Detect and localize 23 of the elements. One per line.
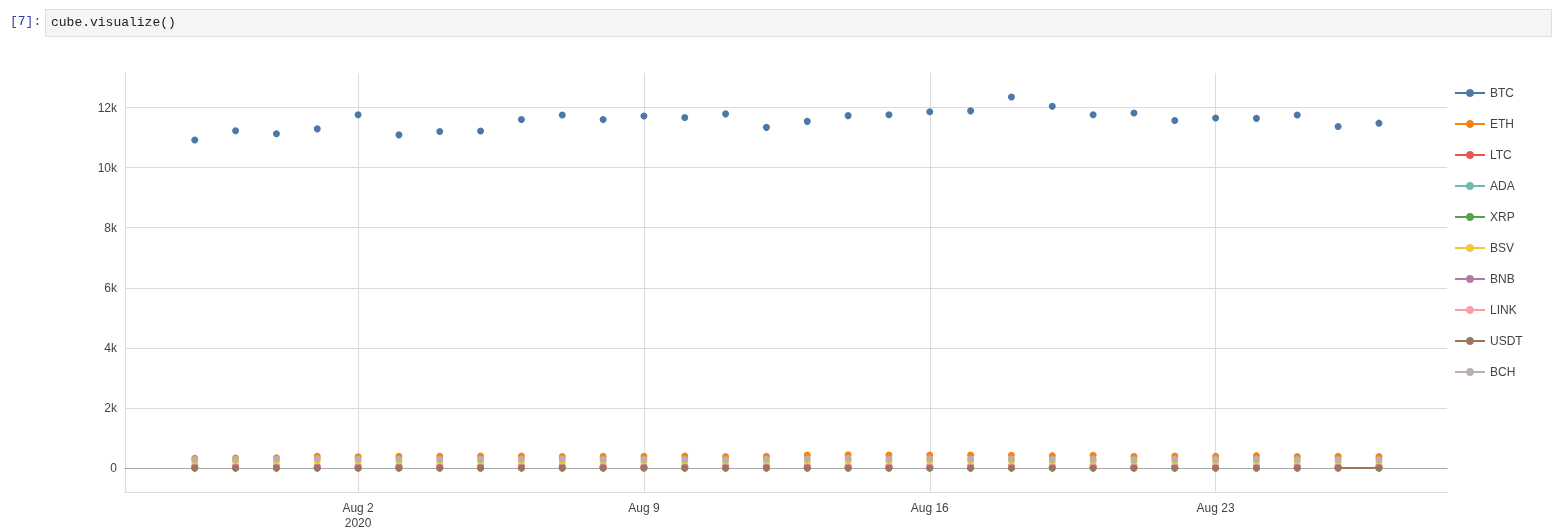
legend-label: USDT (1490, 334, 1524, 348)
y-tick-label: 10k (97, 160, 118, 175)
x-tick-label: Aug 16 (910, 500, 950, 515)
legend-label: BSV (1490, 241, 1515, 255)
legend-label: ETH (1490, 117, 1514, 131)
code-cell: cube.visualize() (45, 9, 1552, 37)
y-tick-label: 8k (104, 220, 118, 235)
text: [7]: (10, 13, 42, 31)
legend-label: BCH (1490, 365, 1516, 379)
y-tick-label: 4k (104, 340, 118, 355)
legend-label: BNB (1490, 272, 1515, 286)
legend-label: XRP (1490, 210, 1515, 224)
y-tick-label: 12k (97, 100, 118, 115)
x-tick-label: Aug 2 2020 (342, 500, 375, 530)
x-tick-label: Aug 9 (628, 500, 660, 515)
x-tick-label: Aug 23 (1196, 500, 1235, 515)
y-tick-label: 0 (110, 460, 118, 475)
legend-label: BTC (1490, 86, 1515, 100)
legend-label: ADA (1490, 179, 1515, 193)
y-tick-label: 6k (104, 280, 118, 295)
y-tick-label: 2k (104, 400, 118, 415)
legend-label: LTC (1490, 148, 1513, 162)
legend-label: LINK (1490, 303, 1517, 317)
